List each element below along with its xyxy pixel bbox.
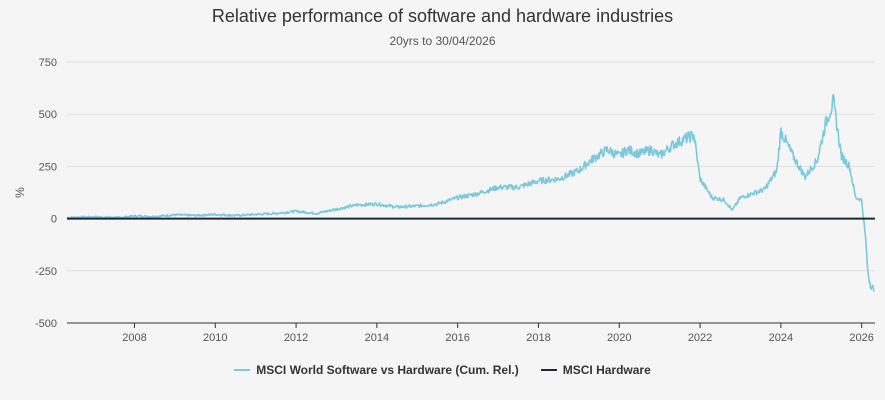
y-tick-label: 750 [39, 57, 57, 69]
y-tick-label: 500 [39, 109, 57, 121]
legend-item-software[interactable]: MSCI World Software vs Hardware (Cum. Re… [234, 363, 519, 377]
y-tick-label: -500 [35, 318, 57, 330]
legend-label-hardware: MSCI Hardware [562, 363, 651, 377]
x-tick-label: 2024 [769, 332, 793, 344]
x-tick-label: 2022 [688, 332, 712, 344]
y-tick-label: 250 [39, 161, 57, 173]
x-tick-label: 2026 [849, 332, 873, 344]
legend-swatch-hardware [540, 369, 557, 371]
series-lines [66, 93, 875, 292]
x-tick-label: 2020 [607, 332, 631, 344]
legend-swatch-software [234, 369, 251, 371]
legend: MSCI World Software vs Hardware (Cum. Re… [0, 363, 885, 377]
chart-subtitle: 20yrs to 30/04/2026 [389, 34, 496, 48]
chart-title: Relative performance of software and har… [211, 6, 674, 26]
x-axis-ticks: 2008 2010 2012 2014 2016 2018 2020 2022 2024 2026 [67, 322, 875, 344]
x-tick-label: 2012 [284, 332, 308, 344]
x-tick-label: 2014 [365, 332, 389, 344]
y-axis-label: % [13, 187, 27, 198]
y-tick-label: 0 [51, 214, 57, 226]
x-tick-label: 2016 [445, 332, 469, 344]
series-line-software [66, 93, 875, 292]
y-axis-ticks: -500 -250 0 250 500 750 [35, 57, 57, 330]
x-tick-label: 2010 [203, 332, 227, 344]
x-tick-label: 2018 [526, 332, 550, 344]
legend-item-hardware[interactable]: MSCI Hardware [540, 363, 651, 377]
x-tick-label: 2008 [122, 332, 146, 344]
y-tick-label: -250 [35, 266, 57, 278]
legend-label-software: MSCI World Software vs Hardware (Cum. Re… [256, 363, 519, 377]
